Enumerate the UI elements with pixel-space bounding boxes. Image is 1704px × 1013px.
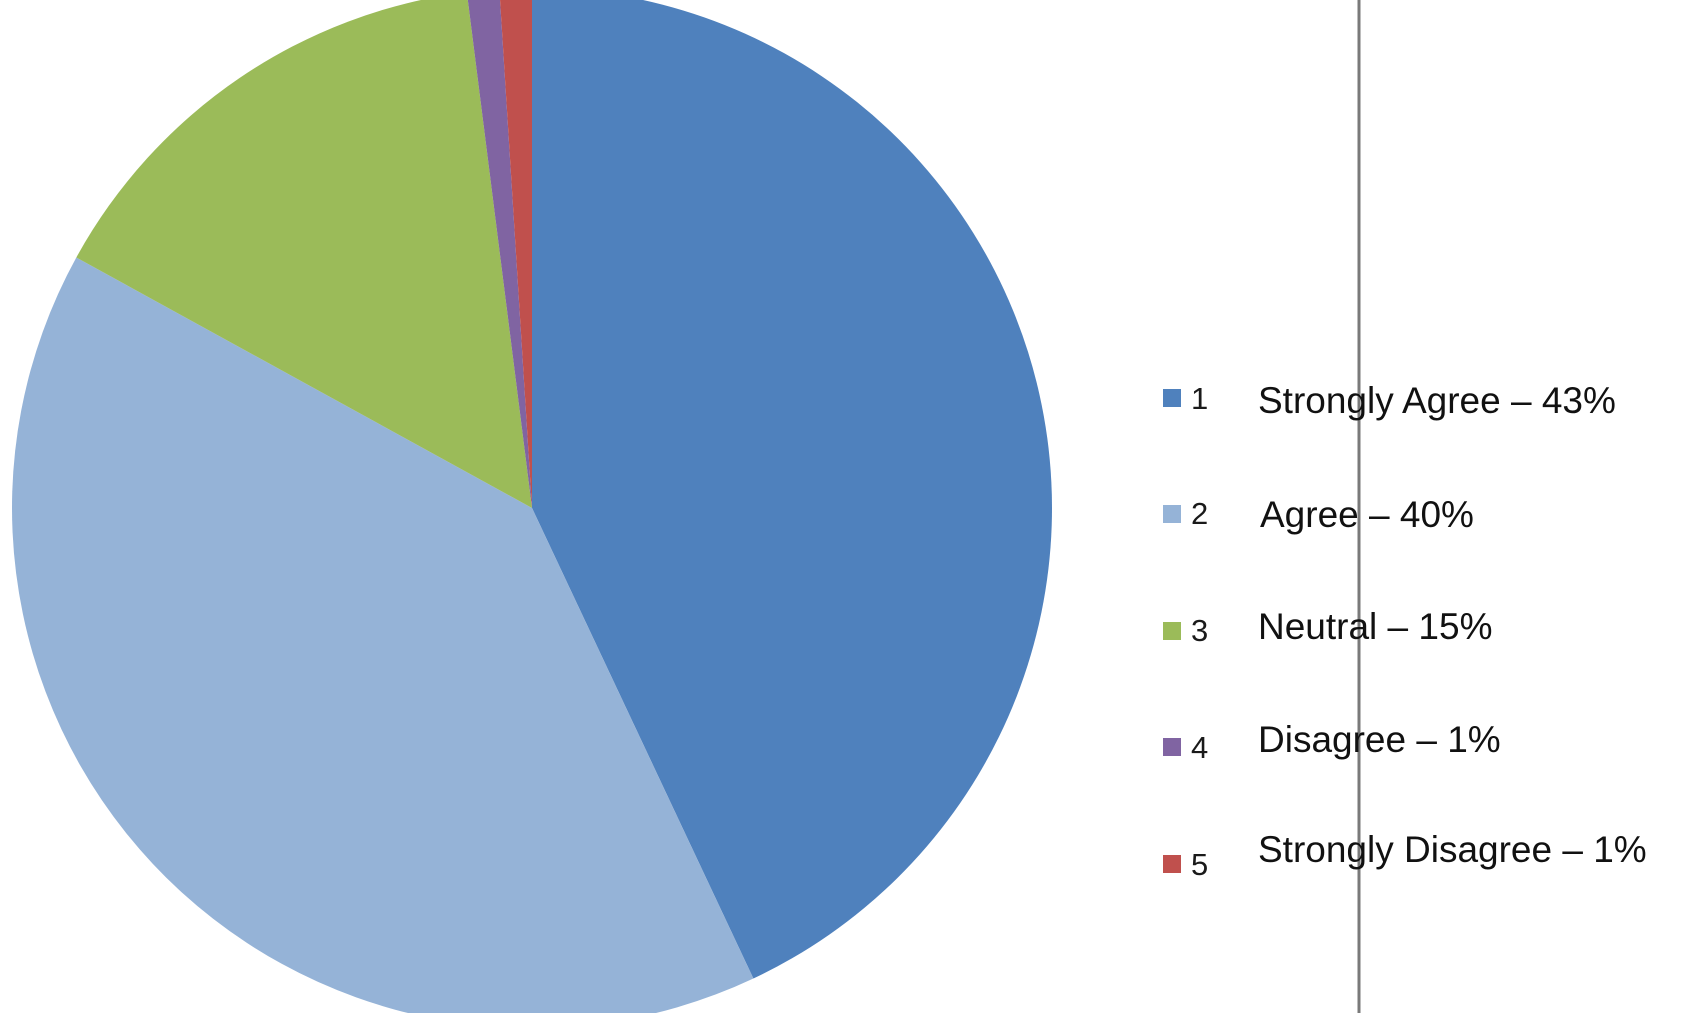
legend-category-1: 1 <box>1191 381 1208 416</box>
legend-item-4: 4 Disagree – 1% <box>1163 719 1501 765</box>
legend-category-4: 4 <box>1191 730 1208 765</box>
legend-label-3: Neutral – 15% <box>1258 606 1492 647</box>
legend: 1 Strongly Agree – 43% 2 Agree – 40% 3 N… <box>1163 380 1647 882</box>
legend-category-3: 3 <box>1191 613 1208 648</box>
pie-slice-4 <box>467 0 532 508</box>
legend-swatch-4 <box>1163 738 1181 756</box>
legend-category-2: 2 <box>1191 496 1208 531</box>
legend-item-2: 2 Agree – 40% <box>1163 494 1474 535</box>
legend-label-5: Strongly Disagree – 1% <box>1258 829 1647 870</box>
pie-slice-5 <box>500 0 532 508</box>
legend-item-5: 5 Strongly Disagree – 1% <box>1163 829 1647 882</box>
legend-category-5: 5 <box>1191 847 1208 882</box>
legend-label-1: Strongly Agree – 43% <box>1258 380 1616 421</box>
legend-swatch-3 <box>1163 622 1181 640</box>
pie-slice-3 <box>76 0 532 508</box>
legend-swatch-5 <box>1163 855 1181 873</box>
legend-label-2: Agree – 40% <box>1260 494 1474 535</box>
pie-slice-1 <box>532 0 1052 979</box>
pie-slice-2 <box>12 257 754 1013</box>
legend-label-4: Disagree – 1% <box>1258 719 1501 760</box>
legend-swatch-1 <box>1163 389 1181 407</box>
pie-slices <box>12 0 1052 1013</box>
legend-swatch-2 <box>1163 505 1181 523</box>
legend-item-1: 1 Strongly Agree – 43% <box>1163 380 1616 421</box>
legend-item-3: 3 Neutral – 15% <box>1163 606 1492 648</box>
